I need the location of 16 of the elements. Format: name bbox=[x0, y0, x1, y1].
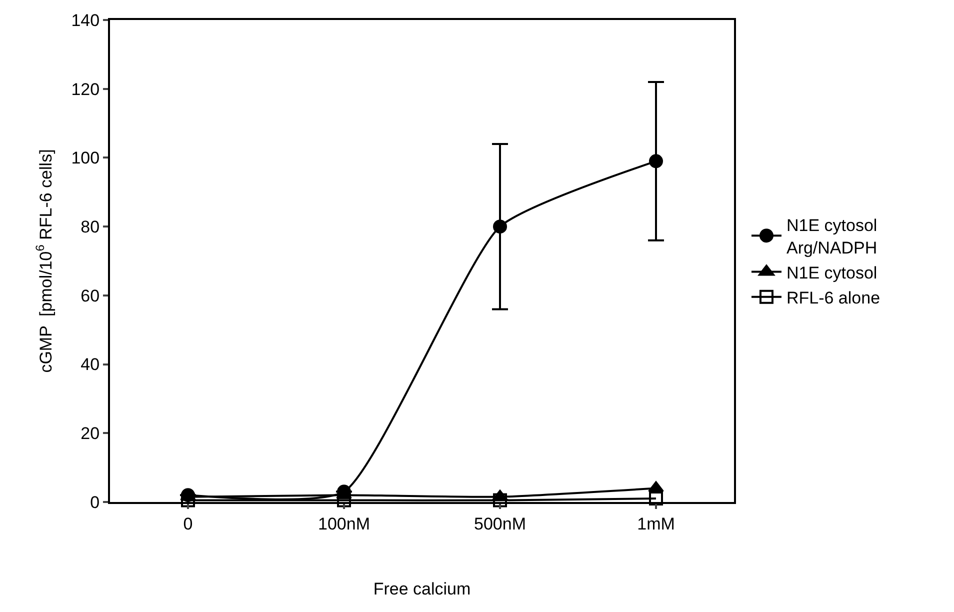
x-tick-label: 500nM bbox=[474, 514, 526, 534]
x-tick-label: 100nM bbox=[318, 514, 370, 534]
y-tick-label: 40 bbox=[80, 355, 100, 374]
legend-label: N1E cytosol Arg/NADPH bbox=[786, 216, 878, 258]
legend-label: N1E cytosol bbox=[786, 263, 878, 282]
y-tick-label: 80 bbox=[80, 218, 100, 237]
x-tick-label: 0 bbox=[183, 514, 193, 534]
y-tick-label: 0 bbox=[90, 492, 100, 512]
x-tick-label: 1mM bbox=[637, 514, 675, 534]
x-axis-title: Free calcium bbox=[373, 579, 471, 598]
legend-label: RFL-6 alone bbox=[786, 288, 880, 308]
y-tick-label: 120 bbox=[71, 80, 100, 99]
y-tick-label: 100 bbox=[71, 148, 100, 168]
y-tick-label: 60 bbox=[80, 286, 100, 306]
y-tick-label: 20 bbox=[80, 424, 100, 444]
y-tick-label: 140 bbox=[71, 10, 100, 30]
